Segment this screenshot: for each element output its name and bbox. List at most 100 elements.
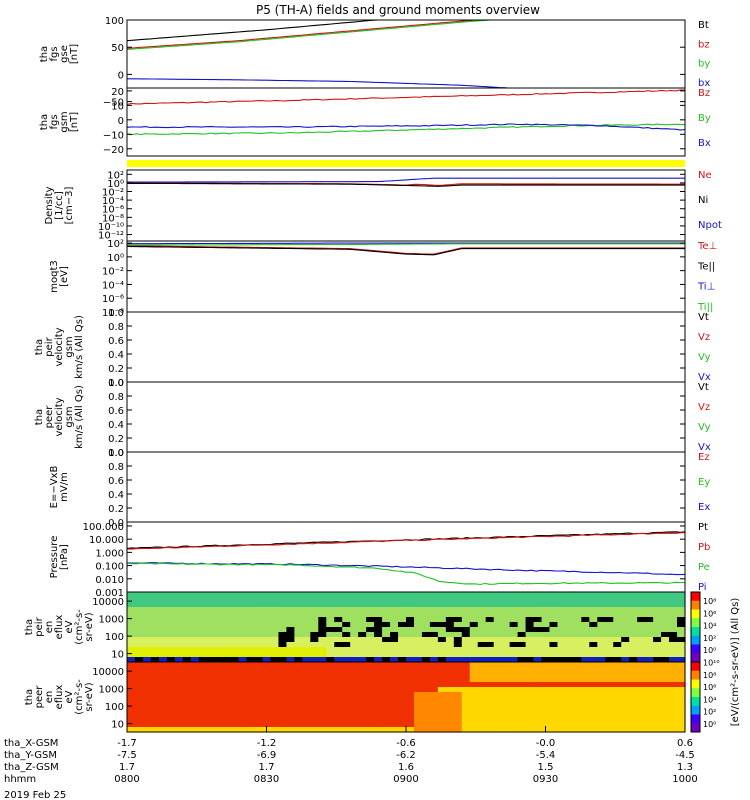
moment-temperature-ytick: 10⁻⁸ xyxy=(102,308,124,319)
peir-en-eflux-cell xyxy=(127,652,136,658)
pressure-ytick: 1.000 xyxy=(95,548,124,559)
peir-en-eflux-cell xyxy=(190,657,200,663)
peir-en-eflux-cell xyxy=(581,652,590,658)
peir-en-eflux-cell xyxy=(469,627,479,633)
peir-en-eflux-cell xyxy=(533,642,543,648)
peir-en-eflux-cell xyxy=(573,652,582,658)
peir-en-eflux-cell xyxy=(557,627,567,633)
peer-en-eflux-cell xyxy=(645,677,654,683)
peir-en-eflux-cell xyxy=(493,622,503,628)
peir-en-eflux-cell xyxy=(294,652,303,658)
peir-en-eflux-cell xyxy=(158,637,168,643)
peer-en-eflux-cell xyxy=(286,677,295,683)
peir-en-eflux-cell xyxy=(517,612,527,618)
peer-en-eflux-cell xyxy=(469,682,479,688)
peer-en-eflux-cell xyxy=(286,727,295,733)
peir-en-eflux-cell xyxy=(150,637,160,643)
peir-en-eflux-cell xyxy=(629,637,638,643)
peir-en-eflux-cell xyxy=(182,647,192,653)
peir-en-eflux-cell xyxy=(533,602,543,608)
peir-en-eflux-cell xyxy=(286,592,295,598)
peir-en-eflux-cell xyxy=(541,617,551,623)
peer-en-eflux-cell xyxy=(637,687,646,693)
peir-en-eflux-cell xyxy=(254,592,264,598)
peer-en-eflux-cell xyxy=(230,687,240,693)
peir-en-eflux-cell xyxy=(501,612,511,618)
peer-velocity-ylabel: peer xyxy=(44,405,55,429)
peir-en-eflux-cell xyxy=(214,652,224,658)
peer-en-eflux-cell xyxy=(222,687,232,693)
peer-en-eflux-cell xyxy=(669,702,678,708)
peer-en-eflux-cell xyxy=(342,707,351,713)
peir-en-eflux-cell xyxy=(174,647,184,653)
peer-en-eflux-cell xyxy=(390,697,399,703)
peer-en-eflux-cell xyxy=(206,672,216,678)
peer-en-eflux-cell xyxy=(166,722,176,728)
peer-en-eflux-cell xyxy=(262,712,272,718)
peer-en-eflux-cell xyxy=(653,687,662,693)
peir-en-eflux-cell xyxy=(469,657,479,663)
peir-en-eflux-cell xyxy=(190,652,200,658)
peer-en-eflux-cell xyxy=(541,682,551,688)
peer-en-eflux-cell xyxy=(501,697,511,703)
peer-en-eflux-cell xyxy=(477,707,487,713)
peer-en-eflux-cell xyxy=(366,707,375,713)
peer-velocity-ylabel: velocity xyxy=(54,397,65,436)
peer-en-eflux-cell xyxy=(326,687,335,693)
peir-en-eflux-cell xyxy=(198,607,208,613)
peir-en-eflux-cell xyxy=(222,652,232,658)
peir-en-eflux-cell xyxy=(150,597,160,603)
peir-en-eflux-cell xyxy=(525,657,535,663)
peir-en-eflux-cell xyxy=(597,647,606,653)
peir-en-eflux-cell xyxy=(262,642,272,648)
peer-en-eflux-cell xyxy=(286,672,295,678)
peir-en-eflux-ytick: 1000 xyxy=(99,615,124,626)
peer-en-eflux-cell xyxy=(406,712,415,718)
peer-en-eflux-cell xyxy=(302,697,311,703)
peer-en-eflux-cell xyxy=(358,702,367,708)
peir-en-eflux-cell xyxy=(469,612,479,618)
peir-en-eflux-cell xyxy=(198,632,208,638)
peer-en-eflux-cell xyxy=(390,702,399,708)
peir-velocity-legend-item: Vy xyxy=(698,352,711,363)
peir-en-eflux-cell xyxy=(645,592,654,598)
peer-en-eflux-cell xyxy=(541,697,551,703)
peir-en-eflux-cell xyxy=(142,592,152,598)
peer-en-eflux-cell xyxy=(182,662,192,668)
peir-en-eflux-cell xyxy=(302,597,311,603)
peer-en-eflux-cell xyxy=(429,672,439,678)
peer-en-eflux-ytick: 10 xyxy=(111,720,124,731)
peer-en-eflux-cell xyxy=(589,697,598,703)
peer-en-eflux-cell xyxy=(302,707,311,713)
peer-en-eflux-cell xyxy=(677,727,686,733)
peir-en-eflux-cell xyxy=(374,657,383,663)
peir-velocity-ylabel: tha xyxy=(34,339,45,355)
peer-en-eflux-cell xyxy=(342,672,351,678)
peir-en-eflux-cell xyxy=(573,622,582,628)
peer-en-eflux-cell xyxy=(517,707,527,713)
peir-en-eflux-cell xyxy=(581,607,590,613)
peer-velocity-ytick: 1.0 xyxy=(108,378,124,389)
peir-en-eflux-cell xyxy=(549,632,559,638)
peir-en-eflux-cell xyxy=(150,622,160,628)
peir-en-eflux-cell xyxy=(461,642,471,648)
peer-en-eflux-cell xyxy=(525,697,535,703)
peer-en-eflux-cell xyxy=(517,722,527,728)
peir-en-eflux-cell xyxy=(254,622,264,628)
peer-en-eflux-cell xyxy=(350,682,359,688)
peir-en-eflux-cell xyxy=(342,612,351,618)
peer-en-eflux-cell xyxy=(453,677,463,683)
peer-en-eflux-cell xyxy=(166,702,176,708)
peir-en-eflux-cell xyxy=(182,602,192,608)
peir-en-eflux-cell xyxy=(413,622,423,628)
peer-en-eflux-cell xyxy=(469,672,479,678)
peer-en-eflux-cell xyxy=(413,727,423,733)
efield-ytick: 0.8 xyxy=(108,462,124,473)
peer-en-eflux-cell xyxy=(294,697,303,703)
peer-en-eflux-cell xyxy=(310,727,319,733)
peer-en-eflux-cell xyxy=(206,727,216,733)
peer-en-eflux-cell xyxy=(127,717,136,723)
peir-en-eflux-cell xyxy=(581,592,590,598)
peir-velocity-ytick: 0.6 xyxy=(108,336,124,347)
